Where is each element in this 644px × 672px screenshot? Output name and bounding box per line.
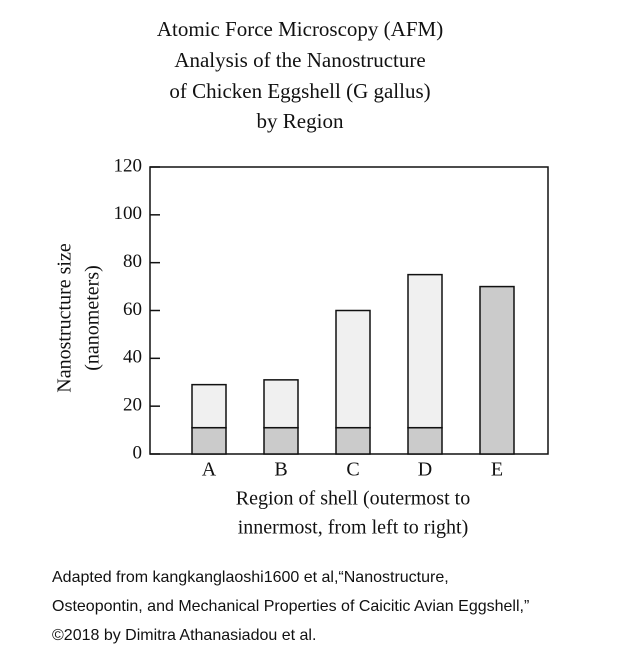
bar-segment <box>191 383 227 429</box>
bar-segment <box>263 379 299 429</box>
y-tick-label: 0 <box>133 442 143 463</box>
x-tick-label: B <box>274 459 287 481</box>
x-tick-label: E <box>491 459 503 481</box>
y-axis-label: Nanostructure size <box>54 243 76 393</box>
bar-segment <box>335 426 371 455</box>
bar-segment <box>407 273 443 429</box>
caption: ©2018 by Dimitra Athanasiadou et al. <box>52 627 316 644</box>
y-tick-label: 60 <box>123 299 142 320</box>
y-tick-label: 120 <box>114 155 143 176</box>
y-tick-label: 100 <box>114 203 143 224</box>
bar-segment <box>407 426 443 455</box>
bar-segment <box>263 426 299 455</box>
caption: Adapted from kangkanglaoshi1600 et al,“N… <box>52 569 449 586</box>
chart-title: of Chicken Eggshell (G gallus) <box>169 79 430 103</box>
y-tick-label: 20 <box>123 395 142 416</box>
y-tick-label: 40 <box>123 347 142 368</box>
x-axis-label: innermost, from left to right) <box>238 517 469 539</box>
chart-title: by Region <box>257 109 344 133</box>
bar-segment <box>335 309 371 429</box>
y-tick-label: 80 <box>123 251 142 272</box>
bar-segment <box>191 426 227 455</box>
x-tick-label: A <box>202 459 217 481</box>
x-tick-label: C <box>346 459 359 481</box>
bar-segment <box>479 285 515 455</box>
chart-title: Analysis of the Nanostructure <box>174 48 425 72</box>
y-axis-label: (nanometers) <box>82 265 104 371</box>
x-axis-label: Region of shell (outermost to <box>236 488 470 510</box>
chart-title: Atomic Force Microscopy (AFM) <box>157 17 443 41</box>
caption: Osteopontin, and Mechanical Properties o… <box>52 598 529 615</box>
x-tick-label: D <box>418 459 432 481</box>
